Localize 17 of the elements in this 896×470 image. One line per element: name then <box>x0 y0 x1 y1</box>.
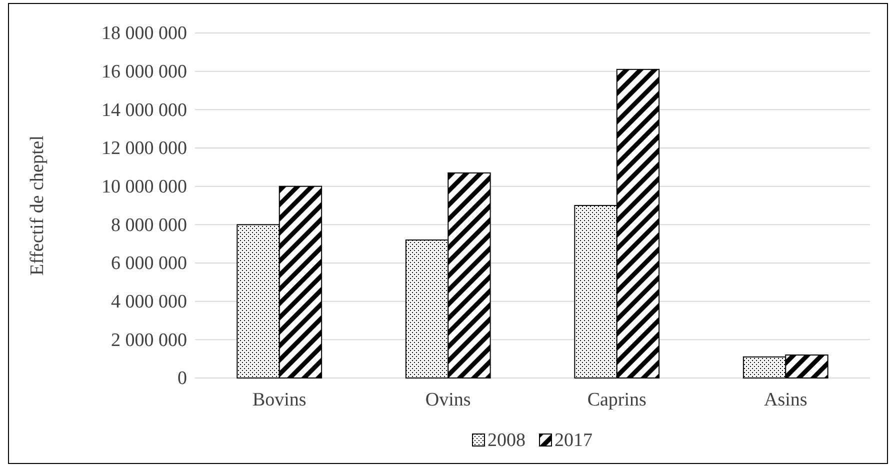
x-tick-label: Bovins <box>252 389 306 410</box>
y-axis-title: Effectif de cheptel <box>27 136 48 276</box>
y-tick-label: 4 000 000 <box>111 291 187 312</box>
x-tick-label: Ovins <box>425 389 471 410</box>
x-tick-label: Asins <box>764 389 808 410</box>
y-tick-label: 12 000 000 <box>102 138 187 160</box>
y-tick-label: 10 000 000 <box>102 176 187 198</box>
y-tick-label: 8 000 000 <box>111 214 187 236</box>
x-tick-label: Caprins <box>587 389 646 410</box>
y-tick-label: 18 000 000 <box>102 23 187 44</box>
y-tick-label: 6 000 000 <box>111 253 187 274</box>
legend-label: 2017 <box>554 430 592 451</box>
y-tick-label: 2 000 000 <box>111 330 187 351</box>
y-tick-label: 0 <box>178 368 187 390</box>
legend-label: 2008 <box>488 430 526 451</box>
y-tick-label: 16 000 000 <box>102 61 187 82</box>
y-tick-label: 14 000 000 <box>102 100 187 121</box>
